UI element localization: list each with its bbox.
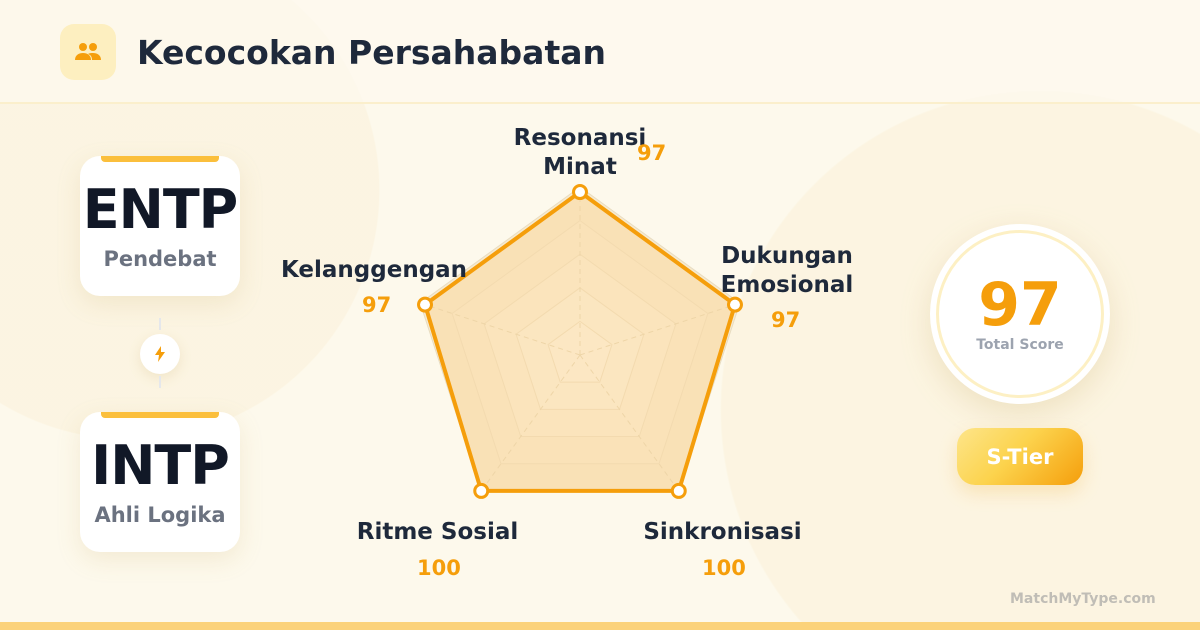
value-label: 100 [417, 556, 461, 580]
axis-label: Kelanggengan [281, 257, 468, 283]
users-icon [60, 24, 116, 80]
lightning-icon [140, 334, 180, 374]
axis-label: Sinkronisasi [643, 519, 802, 545]
total-score-label: Total Score [976, 337, 1064, 353]
value-label: 100 [702, 556, 746, 580]
total-score-value: 97 [978, 270, 1062, 340]
type-card-intp: INTP Ahli Logika [80, 412, 240, 552]
axis-label: Resonansi Minat [513, 125, 647, 180]
data-point [572, 184, 588, 201]
type-card-entp: ENTP Pendebat [80, 156, 240, 296]
data-area [423, 190, 737, 493]
connector-line [159, 376, 161, 388]
bottom-accent-bar [0, 622, 1200, 630]
connector-line [159, 318, 161, 330]
type-code: INTP [91, 434, 230, 497]
data-point [670, 482, 687, 499]
header: Kecocokan Persahabatan [0, 0, 1200, 104]
card-accent-bar [101, 156, 219, 162]
data-point [417, 296, 434, 313]
total-score-circle: 97 Total Score [930, 224, 1110, 404]
page-title: Kecocokan Persahabatan [137, 33, 606, 72]
value-label: 97 [637, 141, 667, 165]
value-label: 97 [362, 293, 392, 317]
type-code: ENTP [82, 178, 239, 241]
type-name: Pendebat [103, 247, 217, 271]
data-point [473, 482, 490, 499]
value-label: 97 [771, 308, 801, 332]
axis-label: Dukungan Emosional [720, 243, 854, 298]
card-accent-bar [101, 412, 219, 418]
data-point [726, 296, 743, 313]
type-name: Ahli Logika [94, 503, 226, 527]
brand-watermark: MatchMyType.com [1010, 591, 1156, 607]
axis-label: Ritme Sosial [356, 519, 519, 545]
tier-badge: S-Tier [957, 428, 1083, 485]
